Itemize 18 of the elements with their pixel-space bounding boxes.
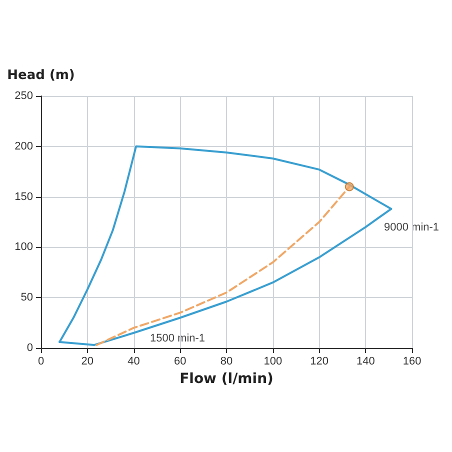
- annotation: 1500 min-1: [150, 332, 206, 344]
- x-tick-label: 100: [264, 356, 282, 368]
- x-axis-title: Flow (l/min): [180, 370, 274, 387]
- x-tick-label: 80: [220, 356, 233, 368]
- x-tick-label: 60: [174, 356, 186, 368]
- x-tick-label: 40: [128, 356, 140, 368]
- x-tick-label: 0: [38, 356, 44, 368]
- x-tick-label: 140: [356, 356, 375, 368]
- y-tick-label: 0: [26, 342, 33, 354]
- y-tick-label: 200: [14, 140, 33, 152]
- x-tick-label: 20: [81, 356, 94, 368]
- y-tick-label: 250: [14, 90, 33, 102]
- x-tick-label: 120: [310, 356, 328, 368]
- y-tick-label: 50: [20, 292, 33, 304]
- y-tick-label: 150: [14, 190, 33, 203]
- x-tick-label: 160: [402, 356, 422, 368]
- y-tick-label: 100: [14, 241, 33, 254]
- y-axis-title: Head (m): [7, 68, 75, 83]
